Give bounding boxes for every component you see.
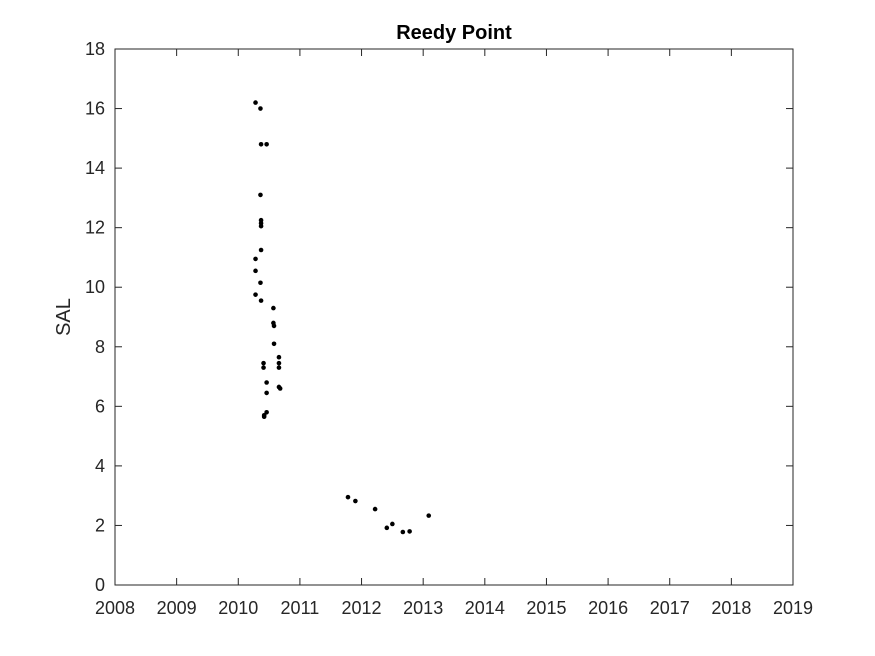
x-tick-label: 2012 (342, 598, 382, 618)
data-point (261, 360, 266, 366)
data-points (253, 100, 432, 535)
x-tick-label: 2014 (465, 598, 505, 618)
y-tick-label: 8 (95, 337, 105, 357)
data-point (353, 498, 358, 504)
y-tick-label: 16 (85, 99, 105, 119)
data-point (253, 268, 258, 274)
y-tick-label: 2 (95, 515, 105, 535)
x-tick-label: 2017 (650, 598, 690, 618)
data-point (264, 141, 269, 147)
data-point (426, 513, 432, 518)
x-tick-label: 2008 (95, 598, 135, 618)
y-tick-label: 6 (95, 396, 105, 416)
plot-area (114, 48, 794, 586)
data-point (258, 223, 264, 229)
data-point (258, 106, 263, 111)
chart-title: Reedy Point (396, 22, 512, 44)
x-tick-label: 2016 (588, 598, 628, 618)
x-tick-label: 2010 (218, 598, 258, 618)
x-tick-label: 2019 (773, 598, 813, 618)
data-point (258, 247, 264, 253)
data-point (271, 305, 276, 311)
x-tick-label: 2011 (281, 598, 320, 618)
data-point (253, 292, 258, 297)
data-point (384, 525, 390, 531)
data-point (253, 256, 258, 262)
data-point (264, 380, 269, 385)
data-point (271, 323, 277, 329)
x-tick-label: 2009 (157, 598, 197, 618)
axis-ticks: 2008 2009 2010 2011 2012 2013 2014 2015 2016 2017… (85, 39, 813, 618)
data-point (372, 506, 378, 512)
x-tick-label: 2018 (711, 598, 751, 618)
data-point (258, 141, 264, 147)
data-point (400, 529, 406, 535)
data-point (390, 521, 395, 527)
data-point (261, 414, 267, 420)
data-point (276, 365, 282, 370)
x-tick-label: 2015 (526, 598, 566, 618)
data-point (271, 341, 277, 347)
y-tick-label: 14 (85, 158, 105, 178)
data-point (277, 386, 283, 391)
y-tick-label: 18 (85, 39, 105, 59)
y-tick-label: 10 (85, 277, 105, 297)
y-axis-label: SAL (53, 298, 75, 336)
y-tick-label: 12 (85, 218, 105, 238)
data-point (345, 494, 351, 500)
y-tick-label: 4 (95, 456, 105, 476)
data-point (258, 192, 263, 198)
data-point (264, 390, 269, 396)
data-point (276, 354, 282, 360)
data-point (276, 360, 282, 366)
x-tick-label: 2013 (403, 598, 443, 618)
data-point (258, 280, 263, 286)
data-point (258, 298, 264, 303)
data-point (261, 365, 266, 370)
data-point (407, 529, 412, 534)
y-tick-label: 0 (95, 575, 105, 595)
data-point (253, 100, 258, 105)
